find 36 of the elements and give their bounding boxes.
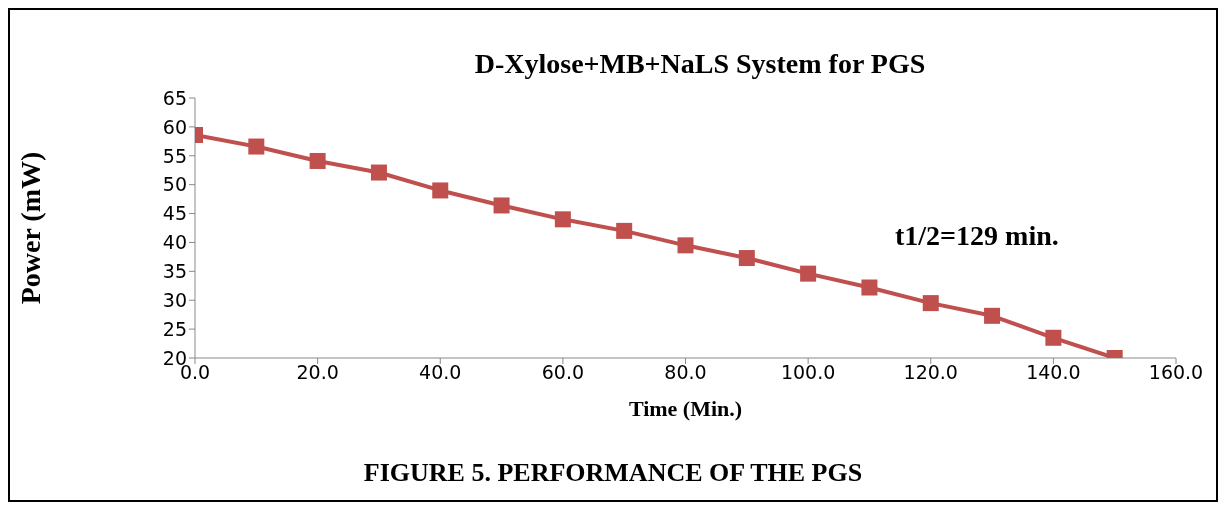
- point: [1045, 329, 1062, 346]
- point: [677, 237, 694, 254]
- point: [309, 152, 326, 169]
- point: [493, 197, 510, 214]
- x-axis-title: Time (Min.): [628, 396, 743, 421]
- y-tick-label: 60: [162, 115, 187, 138]
- y-tick-label: 30: [162, 288, 187, 311]
- point: [800, 265, 817, 282]
- point: [432, 182, 449, 199]
- chart-title: D-Xylose+MB+NaLS System for PGS: [473, 48, 927, 80]
- x-tick-label: 60.0: [541, 361, 585, 384]
- point: [248, 138, 265, 155]
- annotation: t1/2=129 min.: [895, 220, 1059, 252]
- y-tick-label: 40: [162, 231, 187, 254]
- x-tick-label: 40.0: [419, 361, 462, 384]
- point: [616, 222, 633, 239]
- y-tick-label: 50: [162, 173, 187, 196]
- point: [984, 307, 1001, 324]
- y-tick-label: 65: [162, 86, 187, 109]
- y-tick-label: 45: [162, 202, 187, 225]
- point: [738, 250, 755, 267]
- x-tick-label: 140.0: [1026, 361, 1081, 384]
- caption: FIGURE 5. PERFORMANCE OF THE PGS: [362, 458, 864, 488]
- x-tick-label: 100.0: [780, 361, 836, 384]
- point: [370, 164, 387, 181]
- point: [922, 295, 939, 312]
- point: [554, 211, 571, 228]
- y-tick-label: 35: [162, 260, 187, 283]
- y-tick-label: 25: [162, 317, 187, 340]
- x-tick-label: 80.0: [664, 361, 707, 384]
- y-tick-label: 55: [162, 144, 187, 167]
- x-tick-label: 20.0: [296, 361, 339, 384]
- point: [861, 279, 878, 296]
- x-tick-label: 160.0: [1148, 361, 1204, 384]
- y-axis-title: Power (mW): [14, 151, 46, 305]
- x-tick-label: 120.0: [903, 361, 958, 384]
